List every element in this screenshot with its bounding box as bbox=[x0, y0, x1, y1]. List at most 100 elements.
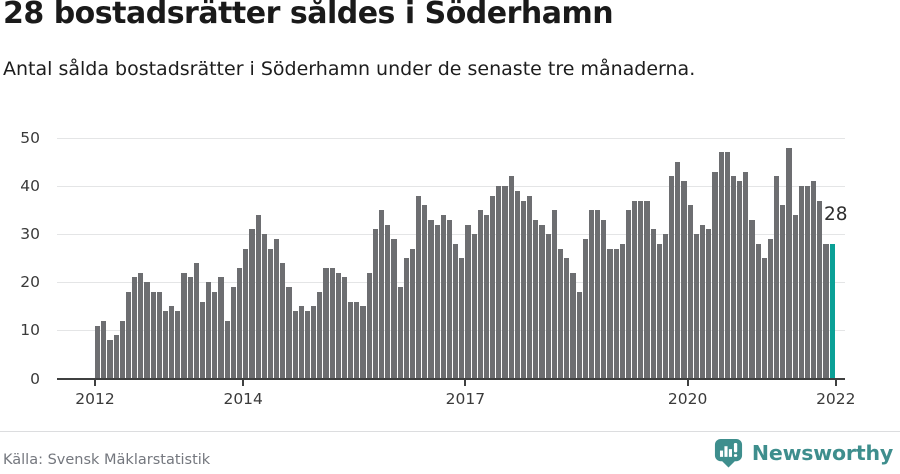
bar bbox=[527, 195, 533, 379]
bar bbox=[218, 277, 224, 379]
x-axis-tick bbox=[242, 379, 245, 386]
bar bbox=[632, 200, 638, 379]
bar bbox=[749, 219, 755, 379]
bar bbox=[558, 248, 564, 379]
bar bbox=[514, 190, 520, 379]
bar bbox=[267, 248, 274, 379]
bar bbox=[193, 263, 199, 379]
x-axis-label: 2020 bbox=[667, 389, 708, 408]
x-axis-tick bbox=[464, 379, 467, 386]
bar bbox=[718, 152, 724, 379]
bar bbox=[496, 186, 502, 379]
bar bbox=[669, 176, 675, 379]
x-axis-tick bbox=[94, 379, 96, 386]
bar bbox=[101, 320, 107, 379]
bar bbox=[323, 267, 329, 379]
bar bbox=[255, 214, 261, 379]
bar bbox=[656, 243, 662, 379]
bar bbox=[132, 277, 138, 379]
bar bbox=[755, 243, 761, 379]
bar bbox=[119, 320, 125, 379]
bar bbox=[551, 210, 558, 379]
bar bbox=[767, 239, 774, 379]
bar bbox=[780, 205, 786, 379]
y-axis-label: 0 bbox=[30, 369, 40, 388]
bar bbox=[811, 181, 817, 379]
source-note: Källa: Svensk Mäklarstatistik bbox=[3, 452, 211, 468]
bar bbox=[329, 267, 335, 379]
bar bbox=[625, 210, 632, 379]
bar bbox=[687, 205, 693, 379]
bar bbox=[409, 248, 416, 379]
bar bbox=[539, 224, 545, 379]
bar bbox=[570, 272, 576, 379]
bar bbox=[348, 301, 354, 379]
bar bbox=[249, 229, 255, 379]
bar bbox=[761, 258, 767, 379]
newsworthy-logo: Newsworthy bbox=[713, 437, 893, 469]
bar bbox=[95, 325, 101, 379]
x-axis-label: 2017 bbox=[445, 389, 486, 408]
bar bbox=[724, 152, 730, 379]
bar bbox=[804, 186, 811, 379]
bar bbox=[681, 181, 687, 379]
bar bbox=[187, 277, 193, 379]
bar bbox=[236, 267, 243, 379]
bar bbox=[446, 219, 453, 379]
bar bbox=[483, 214, 490, 379]
bar bbox=[601, 219, 607, 379]
bar bbox=[508, 176, 514, 379]
bar bbox=[224, 320, 230, 379]
x-axis-label: 2022 bbox=[816, 389, 856, 408]
bar bbox=[422, 205, 428, 379]
bar bbox=[662, 234, 669, 379]
bar bbox=[385, 224, 391, 379]
bar bbox=[613, 248, 619, 379]
bar bbox=[298, 306, 304, 379]
bar bbox=[199, 301, 206, 379]
bar bbox=[206, 282, 212, 379]
bar bbox=[428, 219, 434, 379]
y-axis-label: 10 bbox=[20, 321, 40, 340]
bar bbox=[317, 291, 323, 379]
bar bbox=[699, 224, 706, 379]
bar bbox=[786, 147, 792, 379]
x-axis-label: 2012 bbox=[75, 389, 115, 408]
x-axis-baseline bbox=[57, 377, 845, 380]
bar bbox=[440, 214, 446, 379]
bar bbox=[212, 291, 218, 379]
bar bbox=[243, 248, 249, 379]
bar bbox=[774, 176, 780, 379]
bar bbox=[712, 171, 718, 379]
y-axis-label: 20 bbox=[20, 273, 40, 292]
bar bbox=[280, 263, 286, 379]
bar bbox=[169, 306, 175, 379]
y-axis-label: 40 bbox=[20, 177, 40, 195]
bar bbox=[545, 234, 551, 379]
bar bbox=[292, 311, 298, 379]
bar bbox=[453, 243, 459, 379]
x-axis-label: 2014 bbox=[223, 389, 263, 408]
gridline bbox=[57, 186, 845, 187]
bar bbox=[416, 195, 422, 379]
bar bbox=[730, 176, 737, 379]
bar bbox=[403, 258, 409, 379]
bar bbox=[619, 243, 625, 379]
bar bbox=[582, 239, 588, 379]
bar bbox=[434, 224, 440, 379]
bar bbox=[156, 291, 162, 379]
bar bbox=[366, 272, 372, 379]
bar bbox=[477, 210, 483, 379]
value-annotation: 28 bbox=[824, 204, 848, 225]
bar bbox=[520, 200, 527, 379]
bar bbox=[125, 291, 132, 379]
bar bbox=[354, 301, 360, 379]
bar bbox=[274, 239, 280, 379]
bar bbox=[378, 210, 385, 379]
bar bbox=[360, 306, 366, 379]
bar bbox=[150, 291, 156, 379]
bar bbox=[465, 224, 471, 379]
bar bbox=[162, 311, 169, 379]
